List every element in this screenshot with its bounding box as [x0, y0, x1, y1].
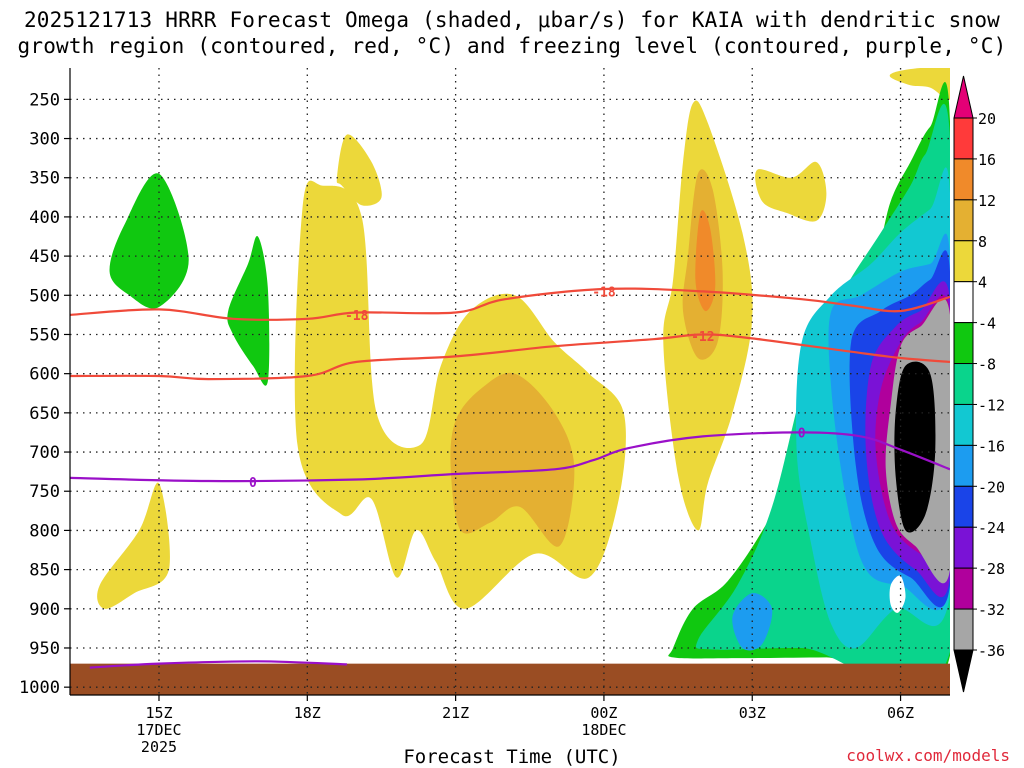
chart-title-line1: 2025121713 HRRR Forecast Omega (shaded, … [23, 8, 1001, 32]
colorbar-band-6 [953, 363, 974, 405]
x-tick-label-14-0: 03Z [739, 704, 766, 722]
colorbar-band-7 [953, 403, 974, 446]
x-axis-title: Forecast Time (UTC) [403, 746, 621, 768]
colorbar-label-6: -8 [978, 356, 996, 374]
colorbar-label-4: 4 [978, 274, 987, 292]
colorbar-label-10: -24 [978, 519, 1005, 537]
x-tick-label-11-0: 00Z [590, 704, 617, 722]
contour-dgz-minus18 [70, 287, 950, 321]
contour-label-freezing-level-1: 0 [798, 426, 806, 441]
omega-region-10 [227, 235, 270, 386]
colorbar-band-2 [953, 199, 974, 242]
y-tick-label-1000: 1000 [19, 678, 60, 698]
omega-region-6 [450, 372, 575, 547]
x-tick-label-5-0: 18Z [294, 704, 321, 722]
y-tick-label-900: 900 [29, 600, 60, 620]
omega-region-2 [336, 134, 382, 206]
colorbar-top-arrow [953, 75, 974, 119]
colorbar-label-3: 8 [978, 233, 987, 251]
x-tick-label-17-0: 06Z [887, 704, 914, 722]
colorbar-label-8: -16 [978, 437, 1005, 455]
colorbar-bottom-arrow [953, 649, 974, 693]
y-tick-label-850: 850 [29, 561, 60, 581]
chart-title-line2: growth region (contoured, red, °C) and f… [17, 34, 1007, 58]
colorbar-band-5 [953, 322, 974, 365]
y-tick-label-750: 750 [29, 482, 60, 502]
colorbar-band-9 [953, 485, 974, 528]
y-tick-label-650: 650 [29, 404, 60, 424]
credit-link[interactable]: coolwx.com/models [846, 746, 1010, 765]
colorbar-band-12 [953, 608, 974, 651]
omega-region-20 [894, 361, 936, 533]
colorbar-label-13: -36 [978, 642, 1005, 660]
omega-shading [97, 68, 950, 695]
colorbar-label-5: -4 [978, 315, 996, 333]
contour-label-freezing-level-0: 0 [249, 476, 257, 491]
omega-region-8 [695, 210, 716, 312]
y-tick-label-500: 500 [29, 286, 60, 306]
contour-dgz-minus12 [70, 333, 950, 381]
omega-region-0 [97, 482, 170, 609]
colorbar-label-11: -28 [978, 560, 1005, 578]
y-tick-label-800: 800 [29, 521, 60, 541]
colorbar-band-10 [953, 526, 974, 569]
colorbar-label-12: -32 [978, 601, 1005, 619]
colorbar-label-9: -20 [978, 478, 1005, 496]
colorbar-band-11 [953, 567, 974, 610]
y-tick-label-700: 700 [29, 443, 60, 463]
y-tick-label-350: 350 [29, 169, 60, 189]
x-tick-label-8-0: 21Z [442, 704, 469, 722]
colorbar-band-1 [953, 158, 974, 201]
terrain-fill [70, 663, 950, 695]
colorbar-band-3 [953, 240, 974, 283]
colorbar-label-0: 20 [978, 110, 996, 128]
contour-label-dgz-minus18-0: -18 [345, 309, 369, 324]
y-tick-label-950: 950 [29, 639, 60, 659]
contour-lines: -18 -18 -12 0 0 [70, 285, 950, 669]
x-tick-label-2-2: 2025 [141, 738, 177, 756]
gridlines [70, 68, 950, 695]
x-tick-label-2-0: 15Z [145, 704, 172, 722]
colorbar-band-0 [953, 117, 974, 160]
contour-label-dgz-minus18-1: -18 [592, 285, 616, 300]
contour-freezing-level-surface [89, 660, 347, 669]
y-tick-label-400: 400 [29, 208, 60, 228]
y-tick-label-300: 300 [29, 130, 60, 150]
x-tick-label-2-1: 17DEC [136, 721, 181, 739]
y-tick-label-250: 250 [29, 90, 60, 110]
omega-region-21 [889, 575, 906, 613]
colorbar-band-4 [953, 281, 974, 324]
omega-region-9 [109, 173, 189, 309]
colorbar-band-8 [953, 444, 974, 487]
terrain-layer [70, 663, 950, 695]
contour-freezing-level [70, 431, 950, 483]
y-tick-label-600: 600 [29, 365, 60, 385]
omega-region-5 [889, 68, 950, 100]
omega-region-4 [755, 161, 827, 222]
colorbar-label-7: -12 [978, 396, 1005, 414]
y-tick-label-550: 550 [29, 325, 60, 345]
y-axis: 250 300 350 400 450 500 550 600 650 700 750 800 850 9… [19, 68, 950, 698]
colorbar-label-1: 16 [978, 151, 996, 169]
colorbar-label-2: 12 [978, 192, 996, 210]
contour-label-dgz-minus12-0: -12 [691, 330, 714, 345]
x-tick-label-11-1: 18DEC [581, 721, 626, 739]
colorbar: 20 16 12 8 4 -4 -8 -12 -16 -20 -24 -28 -32 -36 [953, 75, 1005, 693]
y-tick-label-450: 450 [29, 247, 60, 267]
